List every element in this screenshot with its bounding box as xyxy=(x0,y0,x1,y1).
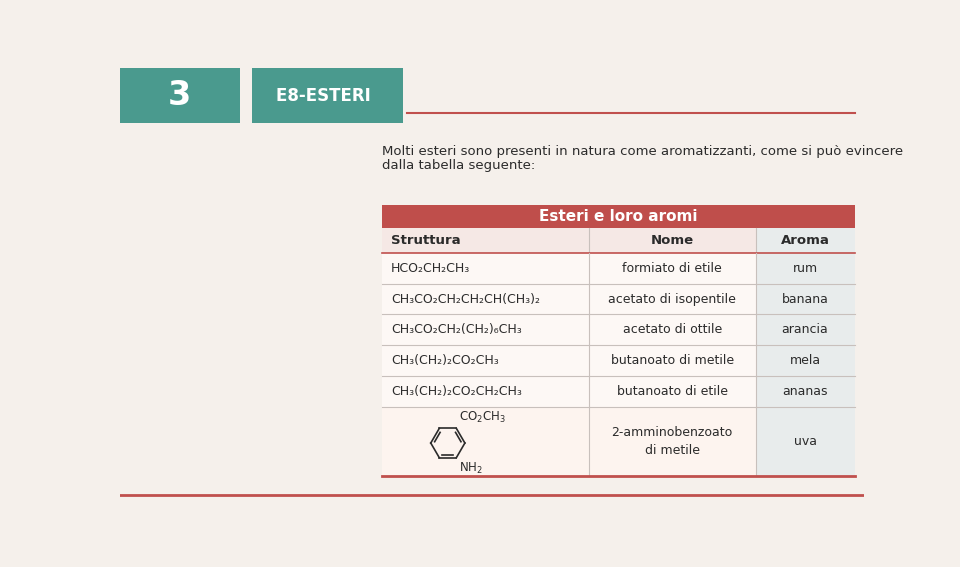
Text: acetato di isopentile: acetato di isopentile xyxy=(609,293,736,306)
Text: Esteri e loro aromi: Esteri e loro aromi xyxy=(540,209,698,224)
Bar xyxy=(382,345,756,376)
Text: HCO₂CH₂CH₃: HCO₂CH₂CH₃ xyxy=(392,262,470,275)
Text: CH₃(CH₂)₂CO₂CH₂CH₃: CH₃(CH₂)₂CO₂CH₂CH₃ xyxy=(392,385,522,398)
Text: Struttura: Struttura xyxy=(392,234,461,247)
Text: butanoato di metile: butanoato di metile xyxy=(611,354,733,367)
Bar xyxy=(120,68,240,124)
Bar xyxy=(252,68,403,124)
Text: butanoato di etile: butanoato di etile xyxy=(616,385,728,398)
Text: CH₃(CH₂)₂CO₂CH₃: CH₃(CH₂)₂CO₂CH₃ xyxy=(392,354,499,367)
Text: uva: uva xyxy=(794,435,817,448)
Text: formiato di etile: formiato di etile xyxy=(622,262,722,275)
Bar xyxy=(382,376,756,407)
Bar xyxy=(382,407,756,476)
Text: arancia: arancia xyxy=(781,323,828,336)
Bar xyxy=(382,228,756,253)
Text: dalla tabella seguente:: dalla tabella seguente: xyxy=(382,159,536,172)
Text: NH$_2$: NH$_2$ xyxy=(459,461,483,476)
Bar xyxy=(382,253,756,284)
Text: CH₃CO₂CH₂CH₂CH(CH₃)₂: CH₃CO₂CH₂CH₂CH(CH₃)₂ xyxy=(392,293,540,306)
Text: mela: mela xyxy=(789,354,821,367)
Text: E8-E​STERI: E8-E​STERI xyxy=(276,87,371,105)
Text: Molti esteri sono presenti in natura come aromatizzanti, come si può evincere: Molti esteri sono presenti in natura com… xyxy=(382,145,903,158)
Text: CO$_2$CH$_3$: CO$_2$CH$_3$ xyxy=(459,410,506,425)
Bar xyxy=(382,315,756,345)
Bar xyxy=(756,407,854,476)
Bar xyxy=(756,284,854,315)
Text: acetato di ottile: acetato di ottile xyxy=(623,323,722,336)
Bar xyxy=(382,205,854,228)
Bar xyxy=(756,315,854,345)
Text: Aroma: Aroma xyxy=(780,234,829,247)
Bar xyxy=(756,376,854,407)
Text: Nome: Nome xyxy=(651,234,694,247)
Bar xyxy=(382,284,756,315)
Text: ananas: ananas xyxy=(782,385,828,398)
Text: rum: rum xyxy=(793,262,818,275)
Text: CH₃CO₂CH₂(CH₂)₆CH₃: CH₃CO₂CH₂(CH₂)₆CH₃ xyxy=(392,323,522,336)
Text: banana: banana xyxy=(781,293,828,306)
Bar xyxy=(756,253,854,284)
Bar xyxy=(756,345,854,376)
Text: 3: 3 xyxy=(168,79,191,112)
Bar xyxy=(756,228,854,253)
Text: 2-amminobenzoato
di metile: 2-amminobenzoato di metile xyxy=(612,426,732,457)
